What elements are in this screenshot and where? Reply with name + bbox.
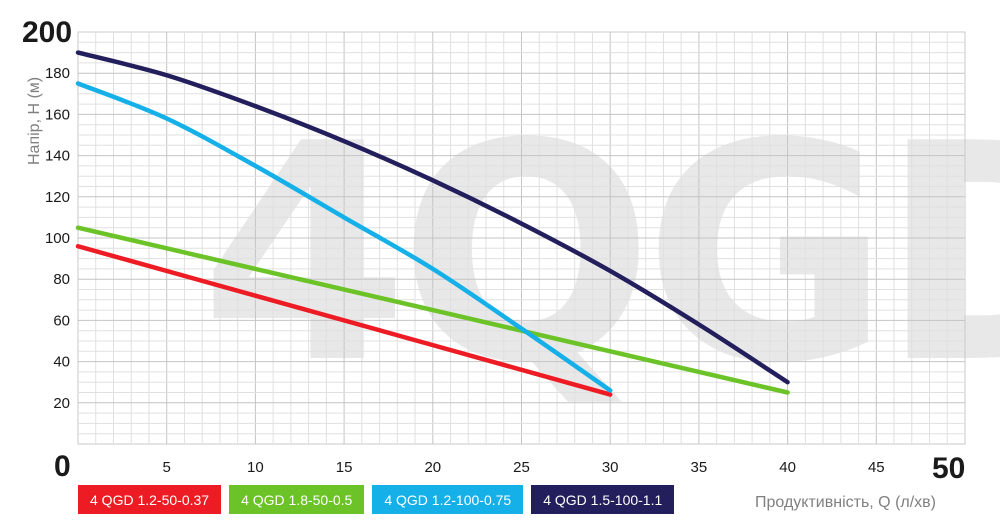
- x-tick-label: 10: [247, 459, 264, 476]
- series-line-4-qgd-1-2-50-0-37: [75, 243, 613, 397]
- legend: 4 QGD 1.2-50-0.37 4 QGD 1.8-50-0.5 4 QGD 1…: [78, 485, 675, 514]
- y-tick-label: 160: [45, 106, 70, 123]
- legend-item: 4 QGD 1.2-50-0.37: [78, 485, 222, 514]
- series-lines: [75, 50, 790, 397]
- y-tick-label: 140: [45, 148, 70, 165]
- x-tick-label: 45: [868, 459, 885, 476]
- series-line-4-qgd-1-8-50-0-5: [75, 225, 790, 395]
- y-axis-label: Напір, H (м): [26, 77, 43, 165]
- x-tick-label: 35: [691, 459, 708, 476]
- x-tick-label: 30: [602, 459, 619, 476]
- y-tick-label: 20: [53, 395, 70, 412]
- y-tick-label: 120: [45, 189, 70, 206]
- y-tick-label: 180: [45, 65, 70, 82]
- x-tick-label: 20: [424, 459, 441, 476]
- x-tick-label: 40: [779, 459, 796, 476]
- x-tick-label: 25: [513, 459, 530, 476]
- x-axis-label: Продуктивність, Q (л/хв): [755, 494, 936, 511]
- x-axis-origin-label: 0: [54, 450, 71, 483]
- y-tick-label: 40: [53, 354, 70, 371]
- legend-item: 4 QGD 1.2-100-0.75: [372, 485, 524, 514]
- legend-item: 4 QGD 1.5-100-1.1: [531, 485, 675, 514]
- y-tick-label: 100: [45, 230, 70, 247]
- x-tick-label: 15: [336, 459, 353, 476]
- series-line-4-qgd-1-5-100-1-1: [75, 50, 790, 385]
- series-line-4-qgd-1-2-100-0-75: [75, 81, 613, 393]
- tick-labels: 5 10 15 20 25 30 35 40 45 20 40 60 80 100 120 140 160 180: [45, 65, 885, 476]
- x-tick-label: 5: [163, 459, 171, 476]
- y-axis-max-label: 200: [22, 16, 72, 49]
- legend-item: 4 QGD 1.8-50-0.5: [229, 485, 365, 514]
- x-axis-max-label: 50: [932, 452, 965, 485]
- y-tick-label: 60: [53, 312, 70, 329]
- y-tick-label: 80: [53, 271, 70, 288]
- grid: [77, 31, 966, 445]
